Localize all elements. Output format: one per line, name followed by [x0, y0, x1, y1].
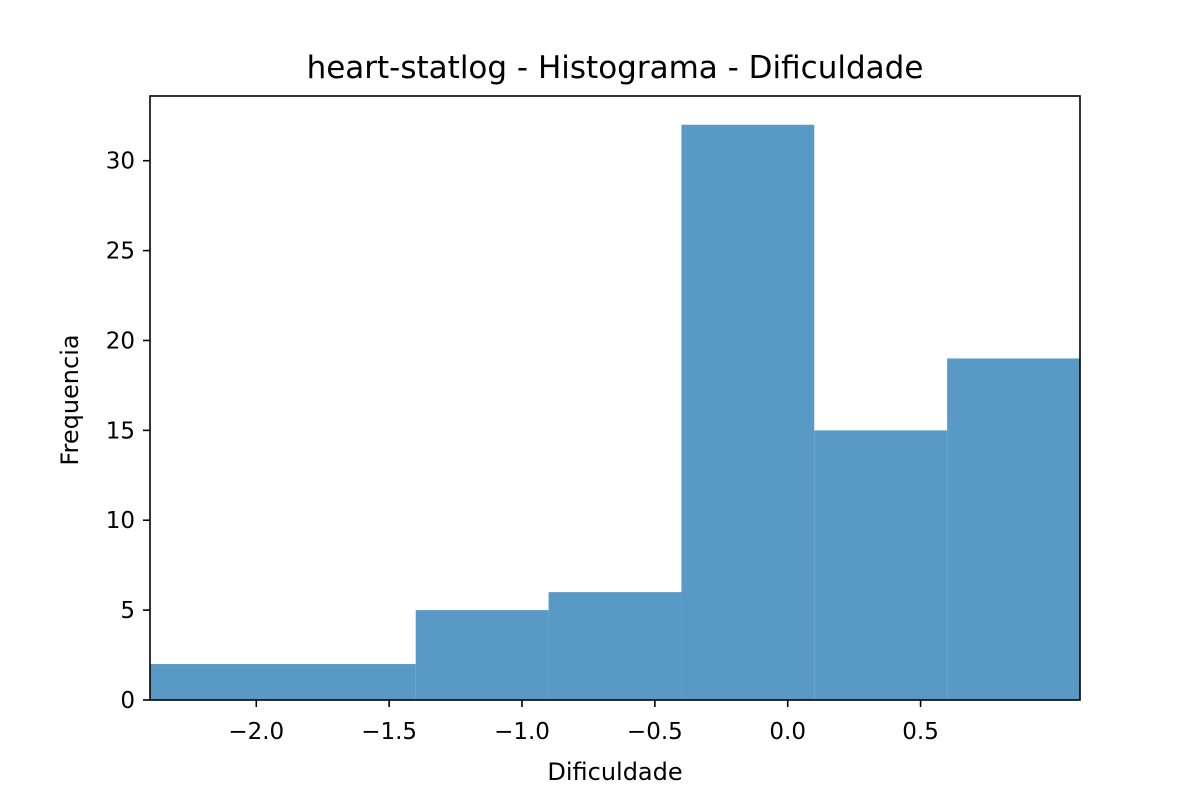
chart-title: heart-statlog - Histograma - Dificuldade: [307, 50, 924, 86]
y-axis-ticks: 0 5 10 15 20 25 30: [106, 149, 150, 714]
y-tick-label: 5: [120, 598, 135, 624]
histogram-bar: [681, 124, 815, 700]
x-tick-label: −0.5: [627, 719, 683, 745]
y-tick-label: 0: [120, 688, 135, 714]
plot-frame: [149, 95, 1081, 701]
histogram-bar: [415, 610, 549, 700]
histogram-bar: [814, 430, 948, 700]
histogram-bar: [947, 358, 1080, 700]
histogram-bar: [150, 664, 416, 700]
x-tick-label: 0.0: [769, 719, 806, 745]
y-tick-label: 25: [106, 239, 135, 265]
y-tick-label: 15: [106, 418, 135, 444]
y-tick-label: 30: [106, 149, 135, 175]
histogram-bars: [150, 124, 1080, 700]
histogram-bar: [548, 592, 682, 700]
x-tick-label: 0.5: [902, 719, 939, 745]
x-axis-label: Dificuldade: [547, 758, 682, 786]
y-tick-label: 10: [106, 508, 135, 534]
x-axis-ticks: −2.0 −1.5 −1.0 −0.5 0.0 0.5: [228, 700, 939, 745]
x-tick-label: −2.0: [228, 719, 284, 745]
x-tick-label: −1.0: [494, 719, 550, 745]
y-axis-label: Frequencia: [56, 334, 84, 465]
y-tick-label: 20: [106, 328, 135, 354]
x-tick-label: −1.5: [361, 719, 417, 745]
